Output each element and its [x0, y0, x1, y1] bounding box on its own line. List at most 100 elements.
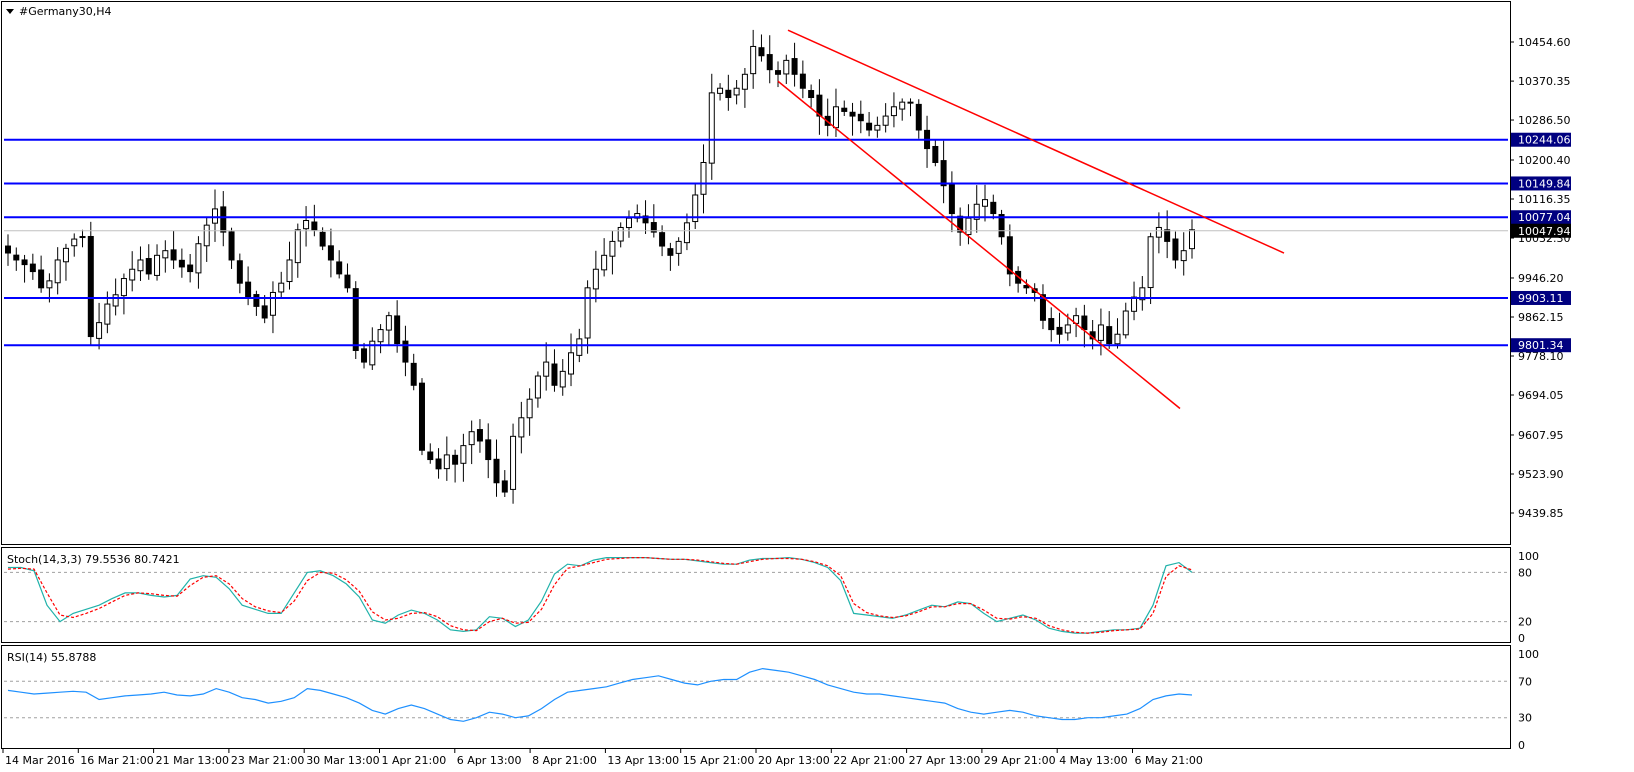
candle: [418, 378, 425, 456]
candle: [344, 263, 351, 293]
candle: [518, 401, 525, 454]
candle: [286, 241, 293, 290]
rsi-panel-frame: [1, 645, 1511, 749]
candle: [915, 99, 922, 139]
candle: [924, 115, 931, 168]
main-price-plot: 10454.60 10370.35 10286.50 10200.40 10116.35…: [4, 29, 1571, 520]
candle: [501, 470, 508, 497]
x-tick-label: 4 May 13:00: [1059, 754, 1127, 767]
candle: [692, 183, 699, 229]
candle: [29, 253, 36, 280]
candle: [1048, 307, 1055, 342]
level-label-bg: [1511, 290, 1571, 305]
x-tick-label: 22 Apr 21:00: [833, 754, 905, 767]
candle: [435, 448, 442, 479]
candle: [766, 35, 773, 84]
candle: [857, 100, 864, 134]
y-tick-label: 10370.35: [1518, 75, 1571, 88]
candle: [195, 236, 202, 289]
x-tick-label: 16 Mar 21:00: [80, 754, 153, 767]
candle: [145, 244, 152, 280]
candle: [659, 225, 666, 257]
candle: [154, 244, 161, 281]
candle: [667, 242, 674, 271]
candle: [866, 111, 873, 137]
level-label-bg: [1511, 176, 1571, 191]
candle: [791, 42, 798, 87]
candle: [700, 144, 707, 214]
trend-line[interactable]: [777, 80, 1181, 410]
candle: [592, 250, 599, 303]
candle: [336, 250, 343, 279]
candle: [129, 251, 136, 292]
candle: [303, 206, 310, 247]
candle: [245, 266, 252, 306]
candle: [162, 240, 169, 273]
indicator-main-line: [7, 667, 1193, 722]
candle: [443, 436, 450, 481]
level-label: 10077.04: [1518, 211, 1571, 224]
candle: [96, 302, 103, 350]
candle: [1106, 311, 1113, 349]
candle: [1139, 276, 1146, 311]
candle: [460, 433, 467, 482]
candle: [1056, 312, 1063, 344]
candle: [253, 290, 260, 316]
candle: [625, 210, 632, 238]
y-tick-label: 9862.15: [1518, 311, 1564, 324]
triangle-down-icon[interactable]: [6, 9, 14, 14]
candle: [1172, 231, 1179, 269]
candle: [311, 204, 318, 237]
candle: [485, 423, 492, 479]
x-tick-label: 30 Mar 13:00: [306, 754, 379, 767]
level-label-bg: [1511, 210, 1571, 225]
indicator-tick-label: 0: [1518, 739, 1525, 752]
current-price-bg: [1511, 223, 1571, 238]
candle: [1023, 279, 1030, 294]
candle: [427, 443, 434, 464]
candle: [377, 324, 384, 354]
candle: [940, 140, 947, 204]
candle: [1064, 313, 1071, 341]
y-tick-label: 10454.60: [1518, 36, 1571, 49]
candle: [269, 281, 276, 334]
candle: [634, 204, 641, 223]
candle: [203, 217, 210, 262]
candle: [170, 230, 177, 269]
candle: [990, 194, 997, 220]
candle: [799, 60, 806, 99]
candle: [62, 243, 69, 281]
x-tick-label: 8 Apr 21:00: [532, 754, 597, 767]
x-tick-label: 15 Apr 21:00: [683, 754, 755, 767]
candle: [1081, 304, 1088, 348]
candle: [534, 371, 541, 408]
y-tick-label: 9607.95: [1518, 429, 1564, 442]
candle: [261, 295, 268, 324]
candle: [38, 255, 45, 293]
trend-line[interactable]: [787, 29, 1285, 254]
x-tick-label: 14 Mar 2016: [5, 754, 75, 767]
y-tick-label: 10286.50: [1518, 114, 1571, 127]
candle: [783, 54, 790, 84]
x-tick-label: 13 Apr 13:00: [607, 754, 679, 767]
candle: [601, 238, 608, 277]
level-label: 9801.34: [1518, 339, 1564, 352]
y-tick-label: 10116.35: [1518, 193, 1571, 206]
candle: [899, 98, 906, 121]
level-label: 10244.06: [1518, 134, 1571, 147]
candle: [874, 116, 881, 138]
candle: [211, 189, 218, 242]
candle: [775, 61, 782, 88]
candle: [1164, 210, 1171, 259]
candle: [1147, 232, 1154, 305]
candle: [551, 349, 558, 392]
rsi-title: RSI(14) 55.8788: [7, 651, 96, 664]
stoch-title: Stoch(14,3,3) 79.5536 80.7421: [7, 553, 180, 566]
candle: [708, 73, 715, 180]
candle: [733, 80, 740, 105]
x-tick-label: 20 Apr 13:00: [758, 754, 830, 767]
level-label: 10149.84: [1518, 177, 1571, 190]
stoch-plot: 100 80 20 0: [4, 550, 1539, 645]
candle: [890, 92, 897, 128]
